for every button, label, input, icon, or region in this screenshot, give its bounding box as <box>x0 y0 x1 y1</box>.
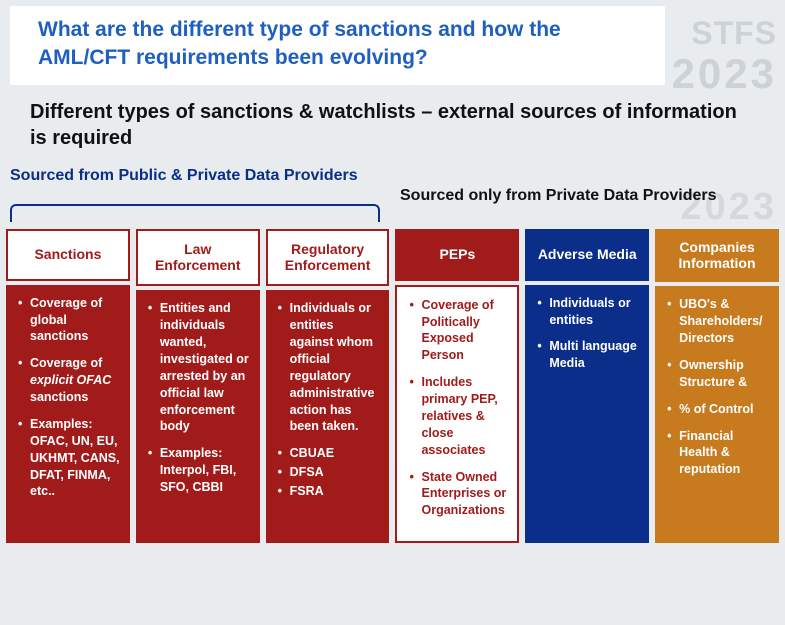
column-0: SanctionsCoverage of global sanctionsCov… <box>6 229 130 544</box>
columns-container: SanctionsCoverage of global sanctionsCov… <box>0 229 785 550</box>
column-body: Coverage of Politically Exposed Person In… <box>395 285 519 544</box>
column-item: Includes primary PEP, relatives & close … <box>409 374 507 458</box>
column-body: Individuals or entities Multi language Me… <box>525 285 649 544</box>
column-5: Companies InformationUBO's & Shareholder… <box>655 229 779 544</box>
column-item: Examples: OFAC, UN, EU, UKHMT, CANS, DFA… <box>18 416 120 500</box>
column-item: Individuals or entities against whom off… <box>278 300 380 435</box>
title-box: What are the different type of sanctions… <box>10 6 665 85</box>
column-1: Law Enforcement Entities and individuals … <box>136 229 260 544</box>
column-body: UBO's & Shareholders/ Directors Ownership… <box>655 286 779 543</box>
column-header: Companies Information <box>655 229 779 283</box>
source-right-label: Sourced only from Private Data Providers <box>400 187 717 205</box>
column-3: PEPsCoverage of Politically Exposed Pers… <box>395 229 519 544</box>
watermark: STFS 2023 <box>672 16 777 97</box>
subtitle: Different types of sanctions & watchlist… <box>30 99 755 151</box>
column-header: PEPs <box>395 229 519 281</box>
column-item: Financial Health & reputation <box>667 428 769 479</box>
column-item: Ownership Structure & <box>667 357 769 391</box>
column-item: Coverage of explicit OFAC sanctions <box>18 355 120 406</box>
source-left-label: Sourced from Public & Private Data Provi… <box>10 167 358 185</box>
bracket-left <box>10 204 380 222</box>
main-title: What are the different type of sanctions… <box>38 16 647 73</box>
column-item: Examples: Interpol, FBI, SFO, CBBI <box>148 445 250 496</box>
column-item: Coverage of Politically Exposed Person <box>409 297 507 365</box>
column-item: DFSA <box>278 464 380 481</box>
column-item: CBUAE <box>278 445 380 462</box>
column-4: Adverse Media Individuals or entities Mult… <box>525 229 649 544</box>
column-header: Regulatory Enforcement <box>266 229 390 287</box>
column-body: Individuals or entities against whom off… <box>266 290 390 543</box>
column-item: FSRA <box>278 483 380 500</box>
column-item: Entities and individuals wanted, investi… <box>148 300 250 435</box>
column-item: Individuals or entities <box>537 295 639 329</box>
watermark-text2: 2023 <box>672 51 777 97</box>
source-labels: Sourced from Public & Private Data Provi… <box>0 159 785 229</box>
column-item: UBO's & Shareholders/ Directors <box>667 296 769 347</box>
column-body: Coverage of global sanctions Coverage of … <box>6 285 130 544</box>
column-header: Sanctions <box>6 229 130 281</box>
column-item: Multi language Media <box>537 338 639 372</box>
column-item: % of Control <box>667 401 769 418</box>
column-header: Law Enforcement <box>136 229 260 287</box>
column-header: Adverse Media <box>525 229 649 281</box>
column-2: Regulatory Enforcement Individuals or ent… <box>266 229 390 544</box>
column-body: Entities and individuals wanted, investi… <box>136 290 260 543</box>
column-item: State Owned Enterprises or Organizations <box>409 469 507 520</box>
column-item: Coverage of global sanctions <box>18 295 120 346</box>
watermark-text1: STFS <box>672 16 777 51</box>
